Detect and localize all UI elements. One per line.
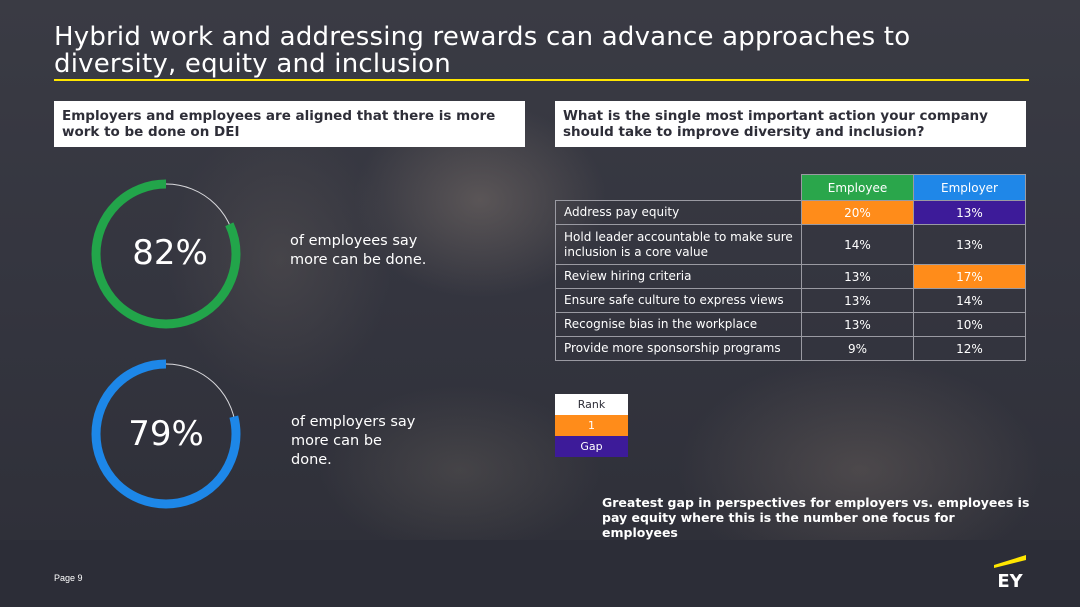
employer-value: 17% bbox=[913, 264, 1026, 289]
table-corner bbox=[556, 175, 802, 201]
right-heading-box: What is the single most important action… bbox=[555, 101, 1026, 147]
employee-value: 14% bbox=[801, 224, 914, 265]
employers-percent: 79% bbox=[128, 414, 204, 454]
table-row: Address pay equity 20% 13% bbox=[555, 200, 1026, 225]
donut-arc bbox=[91, 359, 241, 509]
employer-value: 14% bbox=[913, 288, 1026, 313]
gap-note: Greatest gap in perspectives for employe… bbox=[602, 495, 1030, 540]
employees-percent: 82% bbox=[132, 233, 208, 273]
employees-stat-text: of employees say more can be done. bbox=[290, 233, 427, 268]
slide-title: Hybrid work and addressing rewards can a… bbox=[54, 22, 911, 79]
page-number: Page 9 bbox=[54, 573, 83, 583]
title-underline bbox=[54, 79, 1029, 81]
row-label: Address pay equity bbox=[555, 200, 802, 225]
table-row: Ensure safe culture to express views 13%… bbox=[555, 288, 1026, 313]
donut-arc bbox=[91, 179, 241, 329]
row-label: Ensure safe culture to express views bbox=[555, 288, 802, 313]
logo-text: EY bbox=[997, 571, 1023, 591]
table-header-row: Employee Employer bbox=[556, 174, 1026, 201]
employee-value: 9% bbox=[801, 336, 914, 361]
ey-logo: EY bbox=[994, 555, 1026, 591]
employer-value: 13% bbox=[913, 224, 1026, 265]
right-heading: What is the single most important action… bbox=[563, 108, 988, 140]
employee-value: 13% bbox=[801, 312, 914, 337]
employer-value: 10% bbox=[913, 312, 1026, 337]
employer-value: 12% bbox=[913, 336, 1026, 361]
legend-gap: Gap bbox=[555, 436, 628, 457]
logo-beam bbox=[994, 555, 1026, 568]
table-row: Hold leader accountable to make sure inc… bbox=[555, 224, 1026, 265]
left-heading-box: Employers and employees are aligned that… bbox=[54, 101, 525, 147]
rank-legend: Rank 1 Gap bbox=[555, 394, 628, 457]
employee-value: 20% bbox=[801, 200, 914, 225]
row-label: Review hiring criteria bbox=[555, 264, 802, 289]
footer-bar bbox=[0, 540, 1080, 607]
employers-stat-text: of employers say more can be done. bbox=[291, 414, 416, 468]
legend-rank: Rank bbox=[555, 394, 628, 415]
row-label: Provide more sponsorship programs bbox=[555, 336, 802, 361]
table-row: Recognise bias in the workplace 13% 10% bbox=[555, 312, 1026, 337]
employers-donut-chart bbox=[91, 359, 241, 509]
employer-value: 13% bbox=[913, 200, 1026, 225]
employer-column-header: Employer bbox=[913, 174, 1026, 201]
employee-value: 13% bbox=[801, 264, 914, 289]
employee-column-header: Employee bbox=[801, 174, 914, 201]
employees-donut-chart bbox=[91, 179, 241, 329]
legend-rank-one: 1 bbox=[555, 415, 628, 436]
table-row: Review hiring criteria 13% 17% bbox=[555, 264, 1026, 289]
left-heading: Employers and employees are aligned that… bbox=[62, 108, 496, 140]
row-label: Recognise bias in the workplace bbox=[555, 312, 802, 337]
actions-table: Employee Employer Address pay equity 20%… bbox=[555, 174, 1026, 361]
employee-value: 13% bbox=[801, 288, 914, 313]
table-row: Provide more sponsorship programs 9% 12% bbox=[555, 336, 1026, 361]
row-label: Hold leader accountable to make sure inc… bbox=[555, 224, 802, 265]
